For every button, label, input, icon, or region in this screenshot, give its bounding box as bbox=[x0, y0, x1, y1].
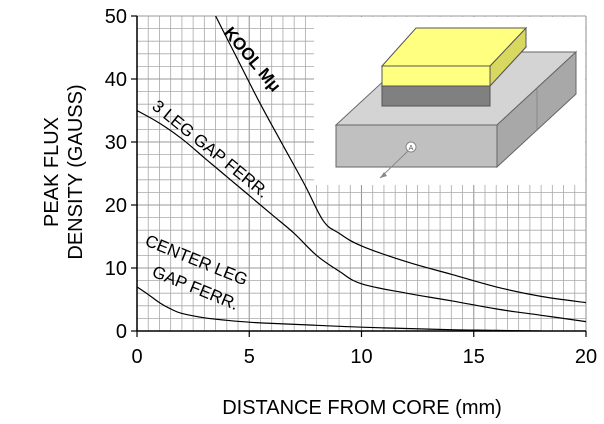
x-tick-label: 20 bbox=[575, 346, 597, 368]
y-tick-label: 0 bbox=[116, 321, 127, 343]
x-tick-label: 15 bbox=[463, 346, 485, 368]
x-axis-title: DISTANCE FROM CORE (mm) bbox=[222, 397, 502, 419]
marker-arrow-head bbox=[380, 172, 387, 178]
marker-label: A bbox=[409, 145, 414, 152]
label-kool-mu: KOOL Mμ bbox=[220, 23, 285, 95]
spacer-front-face bbox=[381, 85, 491, 107]
series-line-1 bbox=[137, 109, 586, 323]
yellow-block-front bbox=[381, 65, 491, 87]
axes: 0 10 20 30 40 50 0 5 10 15 20 bbox=[105, 6, 597, 368]
y-tick-label: 20 bbox=[105, 195, 127, 217]
x-tick-label: 5 bbox=[244, 346, 255, 368]
series-line-2 bbox=[137, 286, 542, 331]
y-axis-title-line1: PEAK FLUX bbox=[41, 117, 63, 227]
grid bbox=[136, 15, 587, 332]
inset-core-diagram: A bbox=[314, 17, 585, 185]
x-tick-label: 0 bbox=[131, 346, 142, 368]
yellow-block-top-face bbox=[380, 27, 528, 67]
curves bbox=[137, 16, 586, 331]
series-line-0 bbox=[215, 16, 586, 304]
y-tick-label: 50 bbox=[105, 6, 127, 28]
y-tick-label: 40 bbox=[105, 69, 127, 91]
marker-circle bbox=[405, 141, 417, 153]
y-tick-label: 30 bbox=[105, 132, 127, 154]
base-front-face bbox=[335, 124, 498, 168]
y-axis-title-line2: DENSITY (GAUSS) bbox=[65, 84, 87, 259]
label-three-leg: 3 LEG GAP FERR. bbox=[148, 96, 272, 202]
y-tick-label: 10 bbox=[105, 258, 127, 280]
x-tick-label: 10 bbox=[350, 346, 372, 368]
